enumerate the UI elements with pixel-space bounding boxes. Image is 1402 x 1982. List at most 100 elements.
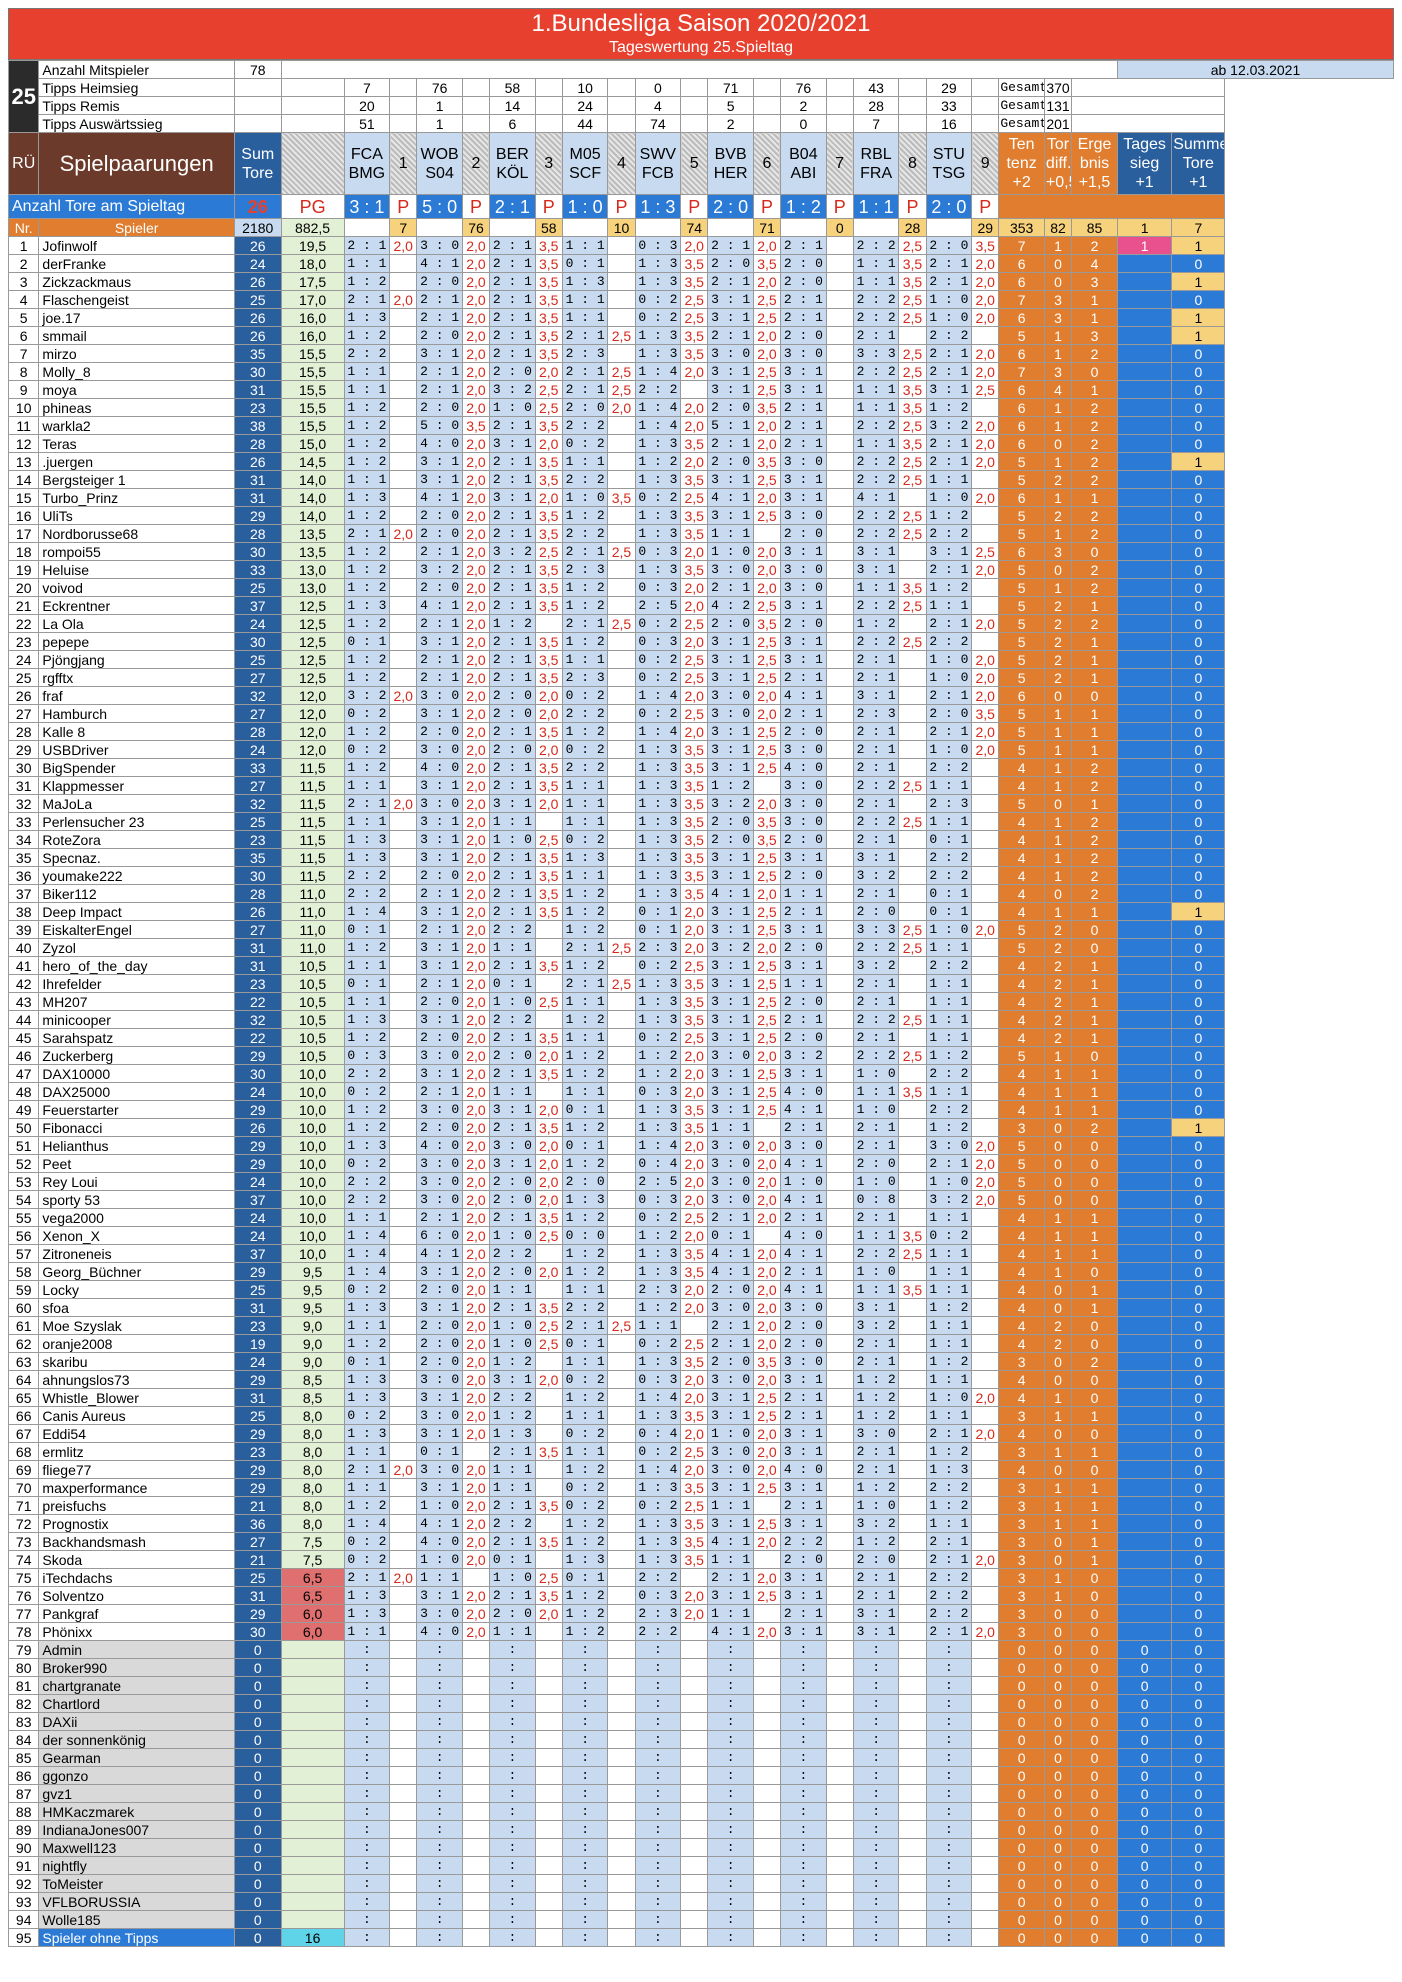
player-ergebnis: 0 — [1071, 920, 1118, 939]
player-tip: 0 : 1 — [561, 1136, 609, 1155]
player-tip: : — [780, 1838, 827, 1857]
player-tip-points: 3,5 — [680, 794, 709, 813]
player-summe: 0 — [1171, 1154, 1226, 1173]
player-tip-points: 2,5 — [534, 1316, 563, 1335]
player-tip: 3 : 0 — [780, 740, 827, 759]
player-tip-points: 3,5 — [680, 884, 709, 903]
player-tendenz: 6 — [998, 344, 1045, 363]
player-tip: 3 : 0 — [707, 704, 754, 723]
player-tip: : — [634, 1856, 682, 1875]
player-tip: 4 : 1 — [707, 1262, 754, 1281]
player-name: Biker112 — [38, 884, 235, 903]
tipps-value: 43 — [852, 78, 900, 97]
cell — [607, 1802, 636, 1821]
player-tip: 2 : 2 — [852, 308, 900, 327]
player-tip: 2 : 0 — [416, 1352, 463, 1371]
player-tip-points: 3,5 — [680, 830, 709, 849]
player-ergebnis: 1 — [1071, 380, 1118, 399]
player-tip: 3 : 1 — [707, 740, 754, 759]
player-tip: 1 : 2 — [634, 1064, 682, 1083]
player-tordiff: 2 — [1043, 1334, 1073, 1353]
player-tip-points: 2,0 — [534, 794, 563, 813]
match-points: 29 — [971, 218, 1000, 237]
player-tagessieg — [1116, 362, 1173, 381]
tipps-value: 2 — [707, 114, 754, 133]
player-score: 0 — [1116, 1694, 1173, 1713]
player-tore: 30 — [233, 866, 282, 885]
player-summe: 0 — [1171, 1622, 1226, 1641]
player-tip: : — [925, 1748, 973, 1767]
player-ergebnis: 0 — [1071, 1424, 1118, 1443]
player-tip: : — [925, 1874, 973, 1893]
player-tip: 1 : 1 — [852, 272, 900, 291]
cell — [898, 1820, 927, 1839]
player-ergebnis: 1 — [1071, 1280, 1118, 1299]
player-tip-points — [825, 1298, 854, 1317]
cell — [825, 96, 854, 115]
player-tip: 1 : 2 — [343, 614, 391, 633]
player-tip: 2 : 1 — [852, 794, 900, 813]
player-tip: 3 : 0 — [416, 1460, 463, 1479]
player-tip: 3 : 1 — [416, 812, 463, 831]
player-tip-points: 2,0 — [680, 632, 709, 651]
player-tip-points: 2,0 — [680, 1064, 709, 1083]
player-tip: 2 : 0 — [489, 362, 536, 381]
player-tip-points — [971, 578, 1000, 597]
player-tip: 1 : 1 — [561, 1028, 609, 1047]
cell — [389, 1640, 418, 1659]
player-tip: 1 : 2 — [561, 722, 609, 741]
player-tip-points — [898, 1514, 927, 1533]
player-tip: 1 : 1 — [925, 938, 973, 957]
cell — [280, 1910, 345, 1929]
player-score: 0 — [1116, 1928, 1173, 1947]
player-tip-points — [971, 794, 1000, 813]
player-nr: 54 — [7, 1190, 40, 1209]
player-ergebnis: 0 — [1071, 1262, 1118, 1281]
ergebnis-header: Erge bnis +1,5 — [1071, 132, 1118, 195]
player-name: mirzo — [38, 344, 235, 363]
player-tip-points: 2,5 — [752, 650, 782, 669]
player-tip: 1 : 4 — [343, 902, 391, 921]
player-ergebnis: 0 — [1071, 1568, 1118, 1587]
player-row: 4 Flaschengeist 25 17,0 2 : 1 2,0 2 : 1 2,0 2 : … — [7, 290, 1394, 309]
player-tip: 1 : 3 — [634, 560, 682, 579]
player-row-empty: 87 gvz1 0:::::::::0 0 0 0 0 — [7, 1784, 1394, 1803]
cell — [461, 1874, 491, 1893]
player-tip: : — [925, 1730, 973, 1749]
player-tip: : — [852, 1748, 900, 1767]
player-tip: : — [416, 1712, 463, 1731]
player-score: 0 — [1116, 1802, 1173, 1821]
player-tendenz: 4 — [998, 1100, 1045, 1119]
player-tordiff: 1 — [1043, 488, 1073, 507]
player-tip: : — [343, 1712, 391, 1731]
player-tip-points: 3,5 — [898, 578, 927, 597]
player-tip-points: 3,5 — [534, 416, 563, 435]
player-tip: 2 : 1 — [343, 1568, 391, 1587]
player-name: Gearman — [38, 1748, 235, 1767]
player-tip: 3 : 0 — [707, 1460, 754, 1479]
player-tip: 3 : 0 — [707, 1046, 754, 1065]
player-tendenz: 3 — [998, 1550, 1045, 1569]
player-tip: : — [561, 1784, 609, 1803]
player-nr: 79 — [7, 1640, 40, 1659]
player-ergebnis: 1 — [1071, 596, 1118, 615]
player-tip: 1 : 4 — [634, 686, 682, 705]
player-score: 0 — [1071, 1838, 1118, 1857]
player-row-empty: 90 Maxwell123 0:::::::::0 0 0 0 0 — [7, 1838, 1394, 1857]
cell — [280, 1874, 345, 1893]
player-score: 0 — [1116, 1820, 1173, 1839]
player-name: joe.17 — [38, 308, 235, 327]
player-tip-points — [607, 1154, 636, 1173]
player-pg: 11,0 — [280, 920, 345, 939]
player-tip: 2 : 5 — [634, 1172, 682, 1191]
player-tip-points — [825, 326, 854, 345]
cell — [971, 1802, 1000, 1821]
player-tip-points: 2,0 — [461, 668, 491, 687]
player-tip-points: 2,5 — [752, 1478, 782, 1497]
player-tip: : — [707, 1910, 754, 1929]
player-tip: 1 : 1 — [561, 452, 609, 471]
